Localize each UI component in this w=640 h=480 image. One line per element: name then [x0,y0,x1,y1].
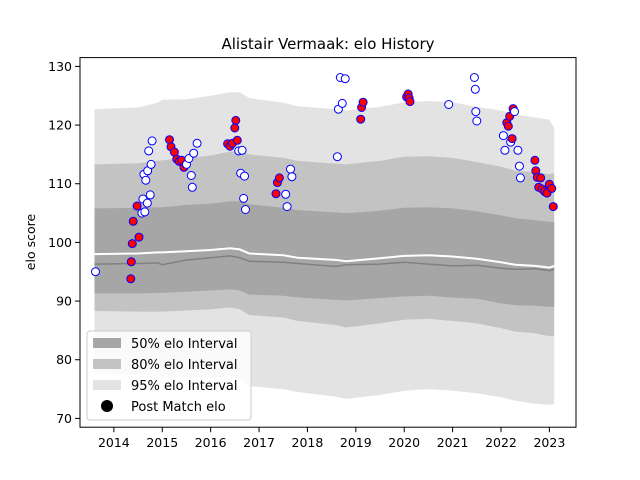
legend-label-post-match: Post Match elo [131,400,226,415]
x-tick-label: 2020 [388,435,420,450]
mean-elo-line [94,247,555,269]
post-match-point [189,148,199,158]
interval-bands [94,92,555,405]
post-match-point [230,123,240,133]
post-match-point [547,183,557,193]
post-match-point [241,205,250,214]
post-match-point [340,74,350,84]
post-match-point [282,202,292,212]
post-match-point [332,152,342,162]
post-match-point [472,116,482,126]
x-tick-label: 2015 [146,435,178,450]
x-tick-label: 2018 [292,435,324,450]
post-match-points [91,73,558,284]
legend-swatch-50 [93,338,121,348]
legend-label-80: 80% elo Interval [131,358,238,373]
post-match-point [530,155,540,165]
post-match-point [498,131,508,141]
post-match-point [91,267,100,277]
post-match-point [471,107,481,117]
legend-label-50: 50% elo Interval [131,337,238,352]
post-match-point [239,193,249,203]
post-match-point [500,145,510,155]
post-match-point [126,274,136,284]
post-match-point [287,172,297,182]
post-match-point [503,121,513,131]
x-tick-label: 2016 [195,435,227,450]
x-tick-label: 2014 [98,435,130,450]
post-match-point [513,145,523,155]
post-match-point [186,171,196,180]
post-match-point [232,135,242,145]
post-match-point [146,159,156,169]
y-tick-label: 100 [48,235,72,250]
median-elo-line [94,255,555,272]
post-match-point [405,97,415,107]
post-match-point [470,84,480,94]
post-match-point [271,189,281,199]
post-match-point [286,164,295,174]
post-match-point [192,138,202,148]
legend-frame [86,330,252,421]
x-tick-label: 2019 [340,435,372,450]
post-match-point [548,202,558,212]
post-match-point [142,198,152,208]
post-match-point [128,216,138,226]
post-match-point [132,201,142,211]
chart-title: Alistair Vermaak: elo History [221,35,434,53]
x-tick-label: 2017 [243,435,275,450]
y-tick-label: 120 [48,118,72,133]
post-match-point [514,161,524,171]
legend-swatch-95 [93,380,121,390]
legend-label-95: 95% elo Interval [131,379,238,394]
post-match-point [231,115,241,125]
post-match-point [510,107,519,117]
x-tick-label: 2023 [533,435,565,450]
post-match-point [127,239,137,249]
trend-lines [94,247,555,272]
x-tick-label: 2022 [485,435,517,450]
post-match-point [337,98,347,108]
post-match-point [126,257,136,267]
post-match-point [515,173,525,183]
post-match-point [536,173,546,183]
post-match-point [444,100,454,109]
post-match-point [237,145,247,155]
post-match-point [356,114,366,124]
post-match-point [144,146,154,156]
y-tick-label: 80 [56,352,72,367]
post-match-point [187,182,197,192]
y-tick-label: 90 [56,294,72,309]
y-tick-label: 130 [48,59,72,74]
post-match-point [134,232,144,242]
post-match-point [281,189,291,199]
post-match-point [358,97,368,107]
band-50-interval [94,201,555,307]
post-match-point [240,171,249,181]
y-axis: 70 80 90 100 110 120 130 [48,59,80,426]
x-axis: 2014 2015 2016 2017 2018 2019 2020 2021 2022 2023 [98,427,565,450]
post-match-point [469,73,479,82]
legend: 50% elo Interval 80% elo Interval 95% el… [86,330,252,421]
post-match-point [274,173,284,183]
y-tick-label: 70 [56,411,72,426]
x-tick-label: 2021 [437,435,469,450]
post-match-point [140,207,150,217]
legend-swatch-80 [93,359,121,369]
legend-marker-post-match [101,400,113,412]
post-match-point [141,175,151,185]
post-match-point [145,190,155,200]
y-axis-label: elo score [23,214,38,271]
post-match-point [507,134,517,144]
y-tick-label: 110 [48,176,72,191]
post-match-point [147,136,157,146]
plot-area [91,73,558,405]
